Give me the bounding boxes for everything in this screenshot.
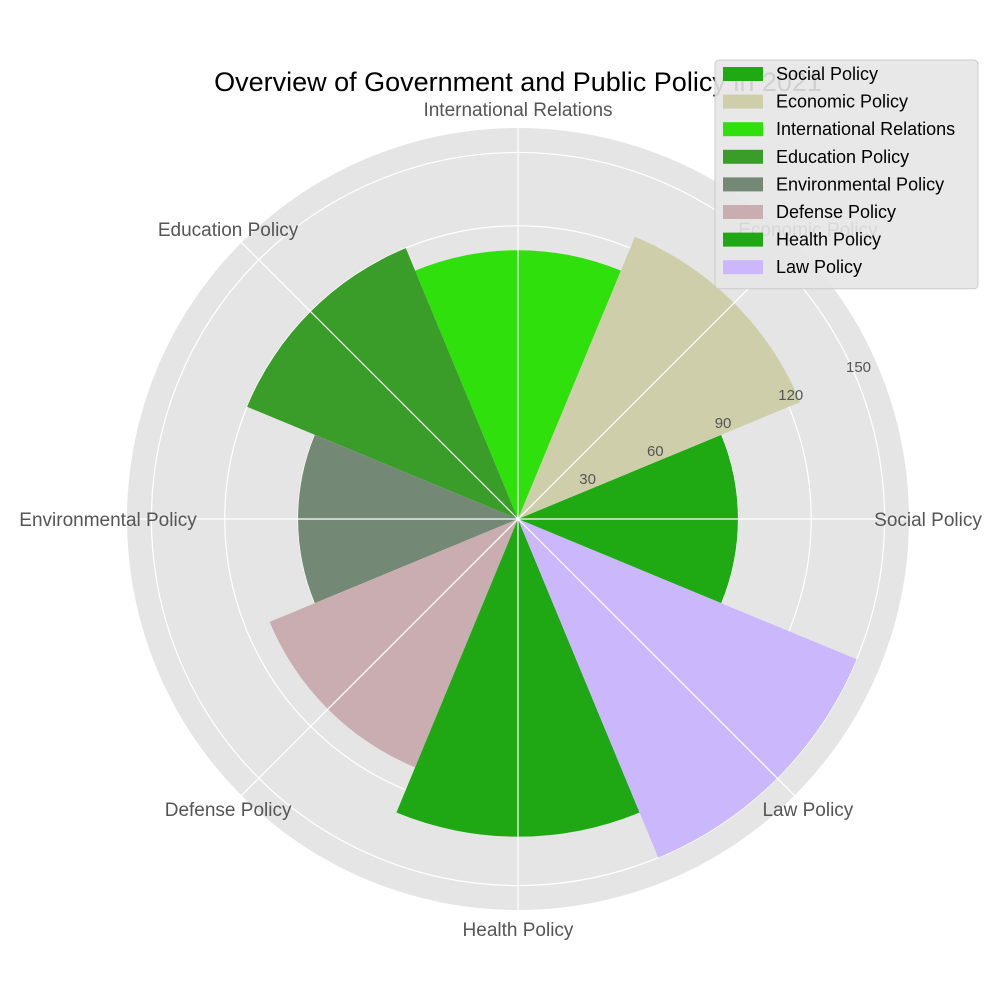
category-label-education-policy: Education Policy: [158, 220, 299, 241]
legend-swatch-defense-policy: [723, 205, 763, 219]
category-label-health-policy: Health Policy: [463, 920, 574, 941]
tick-label: 150: [846, 359, 871, 376]
legend-label-social-policy: Social Policy: [776, 64, 878, 84]
legend-swatch-social-policy: [723, 67, 763, 81]
category-label-law-policy: Law Policy: [762, 800, 853, 821]
legend-label-education-policy: Education Policy: [776, 147, 909, 167]
category-label-social-policy: Social Policy: [874, 510, 982, 531]
legend-label-environmental-policy: Environmental Policy: [776, 174, 944, 194]
legend-label-health-policy: Health Policy: [776, 230, 881, 250]
legend-swatch-international-relations: [723, 122, 763, 137]
legend-swatch-health-policy: [723, 232, 763, 247]
legend-swatch-law-policy: [723, 260, 763, 275]
spoke-line: [241, 242, 519, 520]
legend-label-economic-policy: Economic Policy: [776, 92, 908, 112]
legend-box: [714, 59, 979, 290]
legend-label-law-policy: Law Policy: [776, 257, 862, 277]
legend-label-international-relations: International Relations: [776, 119, 955, 139]
tick-label: 120: [778, 387, 803, 404]
legend-label-defense-policy: Defense Policy: [776, 202, 896, 222]
tick-label: 30: [579, 471, 596, 488]
tick-label: 60: [647, 443, 664, 460]
category-label-defense-policy: Defense Policy: [165, 800, 292, 821]
tick-label: 90: [715, 415, 732, 432]
category-label-international-relations: International Relations: [423, 100, 612, 121]
legend-swatch-education-policy: [723, 149, 763, 164]
spoke-line: [517, 518, 795, 796]
category-label-environmental-policy: Environmental Policy: [19, 510, 197, 531]
spoke-line: [241, 518, 519, 796]
legend-swatch-environmental-policy: [723, 177, 763, 192]
radial-tick-labels: 30 60 90 120 150: [579, 359, 871, 488]
legend-swatch-economic-policy: [723, 94, 763, 109]
legend: Social Policy Economic Policy Internationa…: [714, 59, 979, 290]
